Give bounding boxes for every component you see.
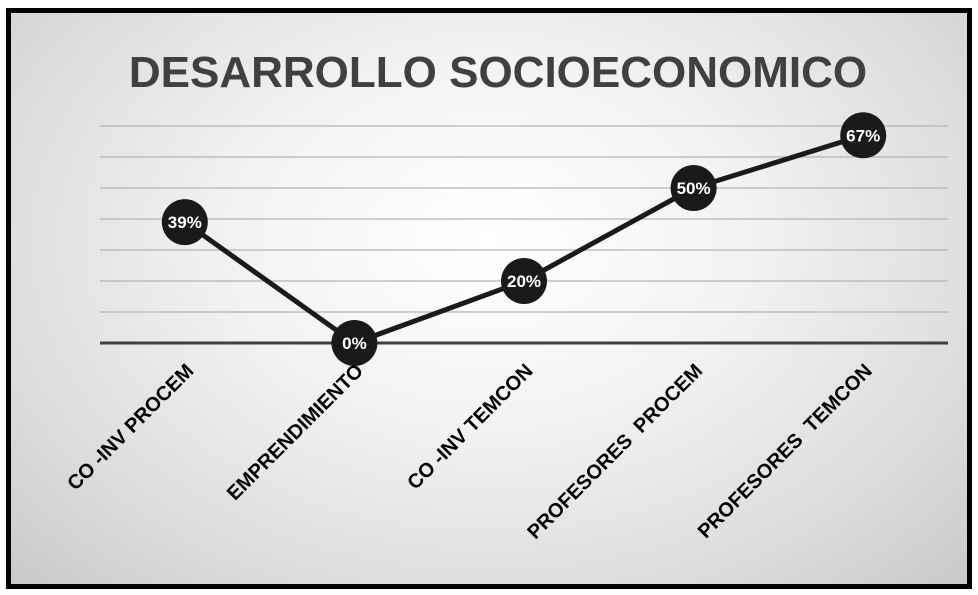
category-labels: CO -INV PROCEM EMPRENDIMIENTO CO -INV TEMC… (63, 360, 876, 544)
category-label: CO -INV PROCEM (63, 360, 198, 495)
data-label: 50% (677, 179, 711, 198)
category-label: EMPRENDIMIENTO (223, 360, 368, 505)
data-label: 0% (342, 334, 367, 353)
data-marker (161, 199, 208, 246)
data-label: 20% (507, 272, 541, 291)
data-label: 39% (168, 213, 202, 232)
data-markers: 39% 0% 20% 50% 67% (161, 112, 887, 366)
data-marker (840, 112, 887, 159)
category-label: PROFESORES TEMCON (694, 360, 877, 543)
data-marker (331, 320, 378, 366)
category-label: CO -INV TEMCON (403, 360, 537, 494)
data-label: 67% (846, 126, 880, 145)
data-point: 0% (331, 320, 378, 366)
category-label: PROFESORES PROCEM (523, 360, 707, 544)
gridlines (100, 125, 948, 313)
data-point: 50% (670, 165, 717, 211)
data-marker (501, 258, 547, 304)
chart-area (6, 8, 972, 589)
data-point: 67% (840, 112, 887, 159)
data-point: 39% (161, 199, 208, 246)
data-marker (670, 165, 717, 211)
data-point: 20% (501, 258, 547, 304)
chart-title: DESARROLLO SOCIOECONOMICO (129, 48, 867, 97)
